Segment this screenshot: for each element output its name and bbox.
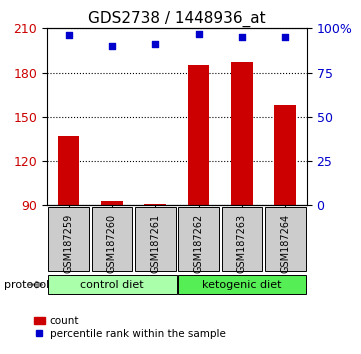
FancyBboxPatch shape <box>265 207 305 271</box>
FancyBboxPatch shape <box>92 207 132 271</box>
Bar <box>231 62 253 205</box>
Point <box>152 41 158 47</box>
Text: GSM187264: GSM187264 <box>280 213 290 273</box>
Text: GSM187262: GSM187262 <box>193 213 204 273</box>
Point <box>282 34 288 40</box>
Text: GSM187260: GSM187260 <box>107 213 117 273</box>
Point <box>196 31 201 36</box>
FancyBboxPatch shape <box>178 207 219 271</box>
Text: protocol: protocol <box>4 280 49 290</box>
FancyBboxPatch shape <box>222 207 262 271</box>
Bar <box>188 65 209 205</box>
Point <box>109 43 115 49</box>
FancyBboxPatch shape <box>178 275 305 295</box>
Bar <box>144 204 166 205</box>
Text: GSM187261: GSM187261 <box>150 213 160 273</box>
FancyBboxPatch shape <box>48 207 89 271</box>
Point <box>239 34 245 40</box>
Bar <box>58 136 79 205</box>
Text: ketogenic diet: ketogenic diet <box>202 280 282 290</box>
Text: GSM187259: GSM187259 <box>64 213 74 273</box>
Bar <box>274 105 296 205</box>
Bar <box>101 201 123 205</box>
FancyBboxPatch shape <box>48 275 177 295</box>
FancyBboxPatch shape <box>135 207 175 271</box>
Point <box>66 33 71 38</box>
Title: GDS2738 / 1448936_at: GDS2738 / 1448936_at <box>88 11 266 27</box>
Text: GSM187263: GSM187263 <box>237 213 247 273</box>
Legend: count, percentile rank within the sample: count, percentile rank within the sample <box>34 316 226 339</box>
Text: control diet: control diet <box>80 280 144 290</box>
